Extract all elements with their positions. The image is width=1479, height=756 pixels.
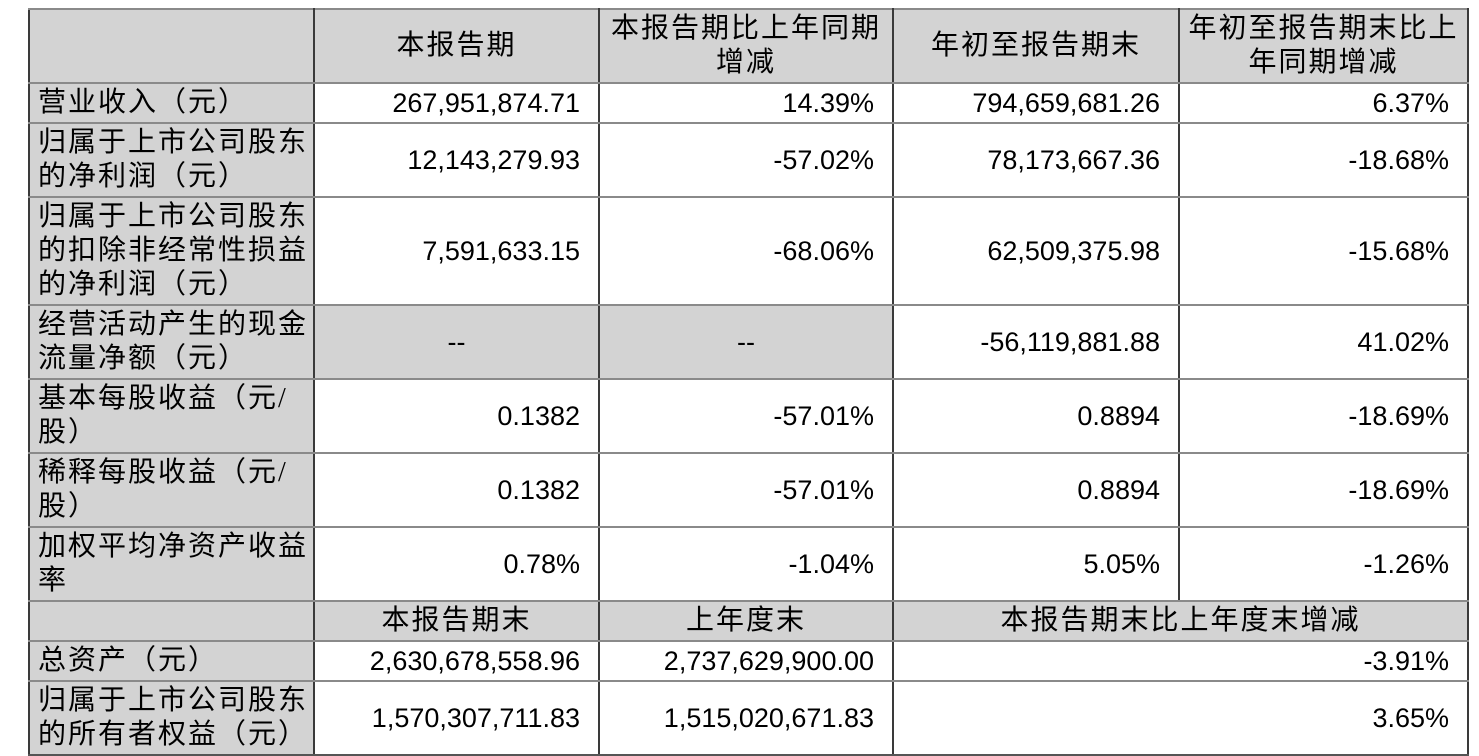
value-current: 0.1382 xyxy=(314,379,600,454)
row-label: 基本每股收益（元/ 股） xyxy=(28,379,315,454)
value-ytd-change: -15.68% xyxy=(1179,197,1469,306)
row-basic-eps: 基本每股收益（元/ 股） 0.1382 -57.01% 0.8894 -18.6… xyxy=(28,379,1469,454)
header-current-period: 本报告期 xyxy=(314,8,600,84)
value-current-change: 14.39% xyxy=(599,83,894,124)
row-weighted-avg-roe: 加权平均净资产收益 率 0.78% -1.04% 5.05% -1.26% xyxy=(28,527,1469,602)
value-current-change: -57.02% xyxy=(599,123,894,198)
financial-summary-table: 本报告期 本报告期比上年同期 增减 年初至报告期末 年初至报告期末比上 年同期增… xyxy=(28,8,1469,756)
row-label: 归属于上市公司股东 的净利润（元） xyxy=(28,123,315,198)
value-ytd: -56,119,881.88 xyxy=(893,305,1180,380)
value-ytd: 62,509,375.98 xyxy=(893,197,1180,306)
row-label: 归属于上市公司股东 的所有者权益（元） xyxy=(28,681,315,756)
value-current: 0.78% xyxy=(314,527,600,602)
header-period-end-vs-prior-year-end: 本报告期末比上年度末增减 xyxy=(893,601,1469,642)
row-total-assets: 总资产（元） 2,630,678,558.96 2,737,629,900.00… xyxy=(28,641,1469,682)
value-period-end: 2,630,678,558.96 xyxy=(314,641,600,682)
value-current-change: -57.01% xyxy=(599,453,894,528)
row-label: 总资产（元） xyxy=(28,641,315,682)
row-label: 营业收入（元） xyxy=(28,83,315,124)
value-prior-year-end: 2,737,629,900.00 xyxy=(599,641,894,682)
value-current: 0.1382 xyxy=(314,453,600,528)
row-label: 加权平均净资产收益 率 xyxy=(28,527,315,602)
row-equity-attributable: 归属于上市公司股东 的所有者权益（元） 1,570,307,711.83 1,5… xyxy=(28,681,1469,756)
value-ytd-change: 41.02% xyxy=(1179,305,1469,380)
header-ytd: 年初至报告期末 xyxy=(893,8,1180,84)
value-ytd: 78,173,667.36 xyxy=(893,123,1180,198)
value-current: 267,951,874.71 xyxy=(314,83,600,124)
value-current-change-dash: -- xyxy=(599,305,894,380)
row-operating-revenue: 营业收入（元） 267,951,874.71 14.39% 794,659,68… xyxy=(28,83,1469,124)
header-row-balance: 本报告期末 上年度末 本报告期末比上年度末增减 xyxy=(28,601,1469,642)
header-period-end: 本报告期末 xyxy=(314,601,600,642)
value-current-change: -1.04% xyxy=(599,527,894,602)
value-current: 7,591,633.15 xyxy=(314,197,600,306)
value-ytd: 5.05% xyxy=(893,527,1180,602)
value-current-dash: -- xyxy=(314,305,600,380)
row-operating-cash-flow: 经营活动产生的现金 流量净额（元） -- -- -56,119,881.88 4… xyxy=(28,305,1469,380)
value-current: 12,143,279.93 xyxy=(314,123,600,198)
row-net-profit-excl-nonrecurring: 归属于上市公司股东 的扣除非经常性损益 的净利润（元） 7,591,633.15… xyxy=(28,197,1469,306)
value-ytd: 0.8894 xyxy=(893,379,1180,454)
value-period-end: 1,570,307,711.83 xyxy=(314,681,600,756)
row-diluted-eps: 稀释每股收益（元/ 股） 0.1382 -57.01% 0.8894 -18.6… xyxy=(28,453,1469,528)
row-label: 归属于上市公司股东 的扣除非经常性损益 的净利润（元） xyxy=(28,197,315,306)
header-corner-cell xyxy=(28,8,315,84)
financial-summary: 本报告期 本报告期比上年同期 增减 年初至报告期末 年初至报告期末比上 年同期增… xyxy=(28,8,1469,756)
row-label: 稀释每股收益（元/ 股） xyxy=(28,453,315,528)
value-ytd: 0.8894 xyxy=(893,453,1180,528)
header-row-period: 本报告期 本报告期比上年同期 增减 年初至报告期末 年初至报告期末比上 年同期增… xyxy=(28,8,1469,84)
value-ytd-change: -18.69% xyxy=(1179,453,1469,528)
value-change: -3.91% xyxy=(893,641,1469,682)
header-corner-cell xyxy=(28,601,315,642)
value-current-change: -57.01% xyxy=(599,379,894,454)
value-change: 3.65% xyxy=(893,681,1469,756)
header-current-vs-prior-year: 本报告期比上年同期 增减 xyxy=(599,8,894,84)
header-ytd-vs-prior-year: 年初至报告期末比上 年同期增减 xyxy=(1179,8,1469,84)
row-label: 经营活动产生的现金 流量净额（元） xyxy=(28,305,315,380)
value-ytd: 794,659,681.26 xyxy=(893,83,1180,124)
value-ytd-change: 6.37% xyxy=(1179,83,1469,124)
value-prior-year-end: 1,515,020,671.83 xyxy=(599,681,894,756)
value-ytd-change: -18.68% xyxy=(1179,123,1469,198)
row-net-profit-attributable: 归属于上市公司股东 的净利润（元） 12,143,279.93 -57.02% … xyxy=(28,123,1469,198)
value-current-change: -68.06% xyxy=(599,197,894,306)
header-prior-year-end: 上年度末 xyxy=(599,601,894,642)
value-ytd-change: -18.69% xyxy=(1179,379,1469,454)
value-ytd-change: -1.26% xyxy=(1179,527,1469,602)
